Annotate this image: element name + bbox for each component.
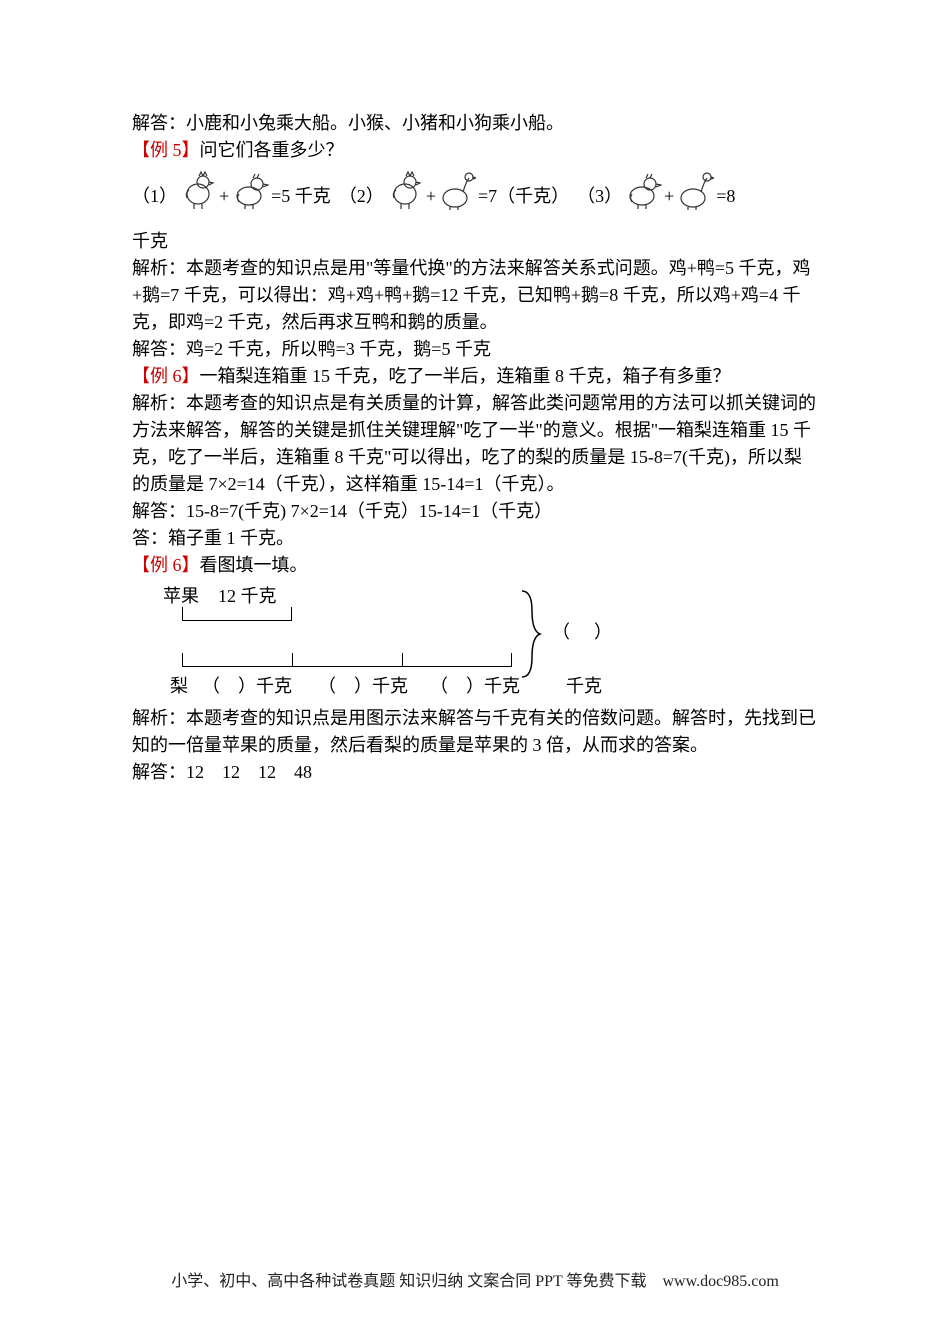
pear-label: 梨 — [170, 673, 188, 700]
eq3-suffix: =8 — [716, 183, 735, 210]
goose-icon — [438, 168, 476, 210]
eq3-plus: + — [664, 183, 674, 210]
pear-blank: （ ）千克 — [318, 673, 408, 700]
example-5-equations: （1） + =5 千克 （2） + =7（千克） （3） — [132, 168, 818, 210]
eq1-plus: + — [219, 183, 229, 210]
pear-blank: （ ）千克 — [430, 673, 520, 700]
pear-tick — [292, 653, 293, 667]
analysis-6a: 解析：本题考查的知识点是有关质量的计算，解答此类问题常用的方法可以抓关键词的方法… — [132, 390, 818, 498]
pear-segment — [182, 653, 512, 667]
answer-6b: 解答：12 12 12 48 — [132, 759, 818, 786]
equation-2: （2） + =7（千克） — [339, 168, 569, 210]
example-6b-question: 看图填一填。 — [200, 555, 308, 575]
duck-icon — [624, 168, 662, 210]
chicken-icon — [179, 168, 217, 210]
eq3-unit-continuation: 千克 — [132, 228, 818, 255]
eq2-suffix: =7（千克） — [478, 183, 569, 210]
equation-3: （3） + =8 — [577, 168, 735, 210]
answer-prev: 解答：小鹿和小兔乘大船。小猴、小猪和小狗乘小船。 — [132, 110, 818, 137]
example-6b-heading: 【例 6】看图填一填。 — [132, 552, 818, 579]
example-6a-question: 一箱梨连箱重 15 千克，吃了一半后，连箱重 8 千克，箱子有多重？ — [200, 366, 731, 386]
document-body: 解答：小鹿和小兔乘大船。小猴、小猪和小狗乘小船。 【例 5】问它们各重多少？ （… — [132, 110, 818, 786]
eq2-plus: + — [426, 183, 436, 210]
eq2-prefix: （2） — [339, 183, 384, 210]
chicken-icon — [386, 168, 424, 210]
goose-icon — [676, 168, 714, 210]
duck-icon — [231, 168, 269, 210]
answer-6a-text: 答：箱子重 1 千克。 — [132, 525, 818, 552]
answer-5: 解答：鸡=2 千克，所以鸭=3 千克，鹅=5 千克 — [132, 336, 818, 363]
apple-weight: 12 千克 — [218, 583, 277, 610]
pear-blank: （ ）千克 — [202, 673, 292, 700]
analysis-6b: 解析：本题考查的知识点是用图示法来解答与千克有关的倍数问题。解答时，先找到已知的… — [132, 705, 818, 759]
apple-segment — [182, 607, 292, 621]
total-blank: （） — [552, 619, 636, 646]
diagram: 苹果 12 千克 梨 （ ）千克 （ ）千克 （ ）千克 （） 千克 — [160, 583, 818, 701]
total-unit: 千克 — [566, 673, 602, 700]
example-6a-heading: 【例 6】一箱梨连箱重 15 千克，吃了一半后，连箱重 8 千克，箱子有多重？ — [132, 363, 818, 390]
brace-icon — [520, 589, 542, 679]
eq1-suffix: =5 千克 — [271, 183, 331, 210]
example-6a-label: 【例 6】 — [132, 366, 200, 386]
example-6b-label: 【例 6】 — [132, 555, 200, 575]
page-footer: 小学、初中、高中各种试卷真题 知识归纳 文案合同 PPT 等免费下载 www.d… — [0, 1270, 950, 1294]
analysis-5: 解析：本题考查的知识点是用"等量代换"的方法来解答关系式问题。鸡+鸭=5 千克，… — [132, 255, 818, 336]
example-5-heading: 【例 5】问它们各重多少？ — [132, 137, 818, 164]
eq1-prefix: （1） — [132, 183, 177, 210]
answer-6a-calc: 解答：15-8=7(千克) 7×2=14（千克）15-14=1（千克） — [132, 498, 818, 525]
example-5-question: 问它们各重多少？ — [200, 140, 344, 160]
example-5-label: 【例 5】 — [132, 140, 200, 160]
pear-tick — [402, 653, 403, 667]
equation-1: （1） + =5 千克 — [132, 168, 331, 210]
eq3-prefix: （3） — [577, 183, 622, 210]
apple-label: 苹果 — [163, 583, 199, 610]
